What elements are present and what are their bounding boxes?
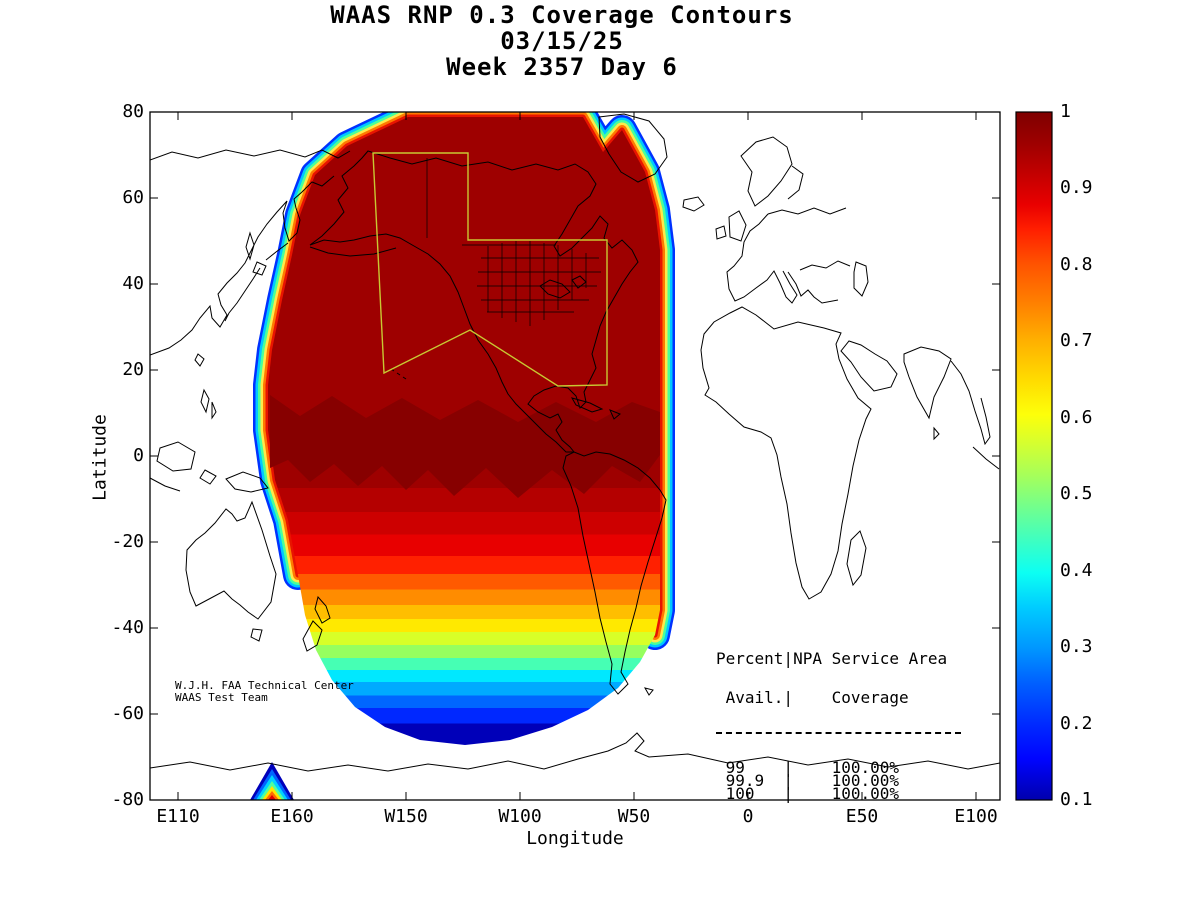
x-axis-label: Longitude xyxy=(526,828,624,849)
y-tick-label: 80 xyxy=(122,101,144,122)
y-tick-label: 0 xyxy=(133,445,144,466)
coastline-europe xyxy=(715,136,869,304)
coastline-australia-oceania xyxy=(150,441,331,652)
y-tick-label: -80 xyxy=(111,789,144,810)
x-tick-label: 0 xyxy=(742,806,754,827)
figure-week-day: Week 2357 Day 6 xyxy=(446,53,678,81)
x-tick-label: E100 xyxy=(954,806,998,827)
y-tick-label: 20 xyxy=(122,359,144,380)
coastline-africa-middleeast-india xyxy=(700,306,1000,600)
coastline-greenland-iceland xyxy=(598,113,705,212)
credit-line-2: WAAS Test Team xyxy=(175,691,268,704)
colorbar-tick-label: 0.1 xyxy=(1060,789,1093,810)
us-state-borders xyxy=(426,158,601,326)
y-tick-label: -40 xyxy=(111,617,144,638)
colorbar-tick-label: 0.6 xyxy=(1060,406,1093,428)
y-tick-label: 40 xyxy=(122,273,144,294)
coastline-asia xyxy=(150,149,351,420)
coverage-contours xyxy=(250,112,675,800)
x-tick-label: E50 xyxy=(845,806,879,827)
y-axis-label: Latitude xyxy=(89,414,111,501)
colorbar-tick-label: 1 xyxy=(1060,101,1071,122)
colorbar-tick-label: 0.7 xyxy=(1060,330,1093,352)
coverage-table-header-1: Percent|NPA Service Area xyxy=(716,649,948,668)
coastline-south-america xyxy=(562,451,667,696)
colorbar-frame xyxy=(1015,111,1053,801)
figure-title: WAAS RNP 0.3 Coverage Contours xyxy=(330,1,794,29)
colorbar-tick-label: 0.5 xyxy=(1060,483,1093,505)
credit-annotation: W.J.H. FAA Technical Center WAAS Test Te… xyxy=(175,680,354,704)
x-tick-label: W100 xyxy=(498,806,542,827)
figure-title-block: WAAS RNP 0.3 Coverage Contours 03/15/25 … xyxy=(0,2,1124,80)
coverage-table-row: 99 | 100.00% xyxy=(716,758,900,777)
x-tick-label: E160 xyxy=(270,806,314,827)
colorbar-tick-label: 0.4 xyxy=(1060,559,1093,581)
coastline-antarctica xyxy=(150,732,1000,772)
x-tick-label: E110 xyxy=(156,806,200,827)
colorbar-gradient xyxy=(1016,112,1052,800)
colorbar-tick-label: 0.9 xyxy=(1060,177,1093,199)
coverage-table-row: 100 | 100.00% xyxy=(716,784,900,803)
coverage-table-header-2: Avail.| Coverage xyxy=(716,688,909,707)
colorbar-tick-label: 0.3 xyxy=(1060,636,1093,658)
credit-line-1: W.J.H. FAA Technical Center xyxy=(175,679,354,692)
max-availability-patch xyxy=(270,395,660,498)
x-tick-label: W150 xyxy=(384,806,428,827)
coverage-table-separator xyxy=(716,732,961,734)
y-tick-label: -20 xyxy=(111,531,144,552)
y-tick-label: 60 xyxy=(122,187,144,208)
npa-service-area-outline xyxy=(372,152,608,387)
y-tick-label: -60 xyxy=(111,703,144,724)
figure-date: 03/15/25 xyxy=(500,27,624,55)
coverage-table-row: 99.9 | 100.00% xyxy=(716,771,900,790)
npa-coverage-table: Percent|NPA Service Area Avail.| Coverag… xyxy=(716,626,961,826)
small-contour-peak xyxy=(250,762,294,800)
x-tick-label: W50 xyxy=(617,806,651,827)
coverage-table-rows: 99 | 100.00% 99.9 | 100.00% 100 | 100.00… xyxy=(716,758,961,803)
world-map xyxy=(150,113,1000,772)
colorbar-tick-label: 0.8 xyxy=(1060,253,1093,275)
colorbar-tick-label: 0.2 xyxy=(1060,712,1093,734)
contour-peak-layer xyxy=(268,795,276,800)
